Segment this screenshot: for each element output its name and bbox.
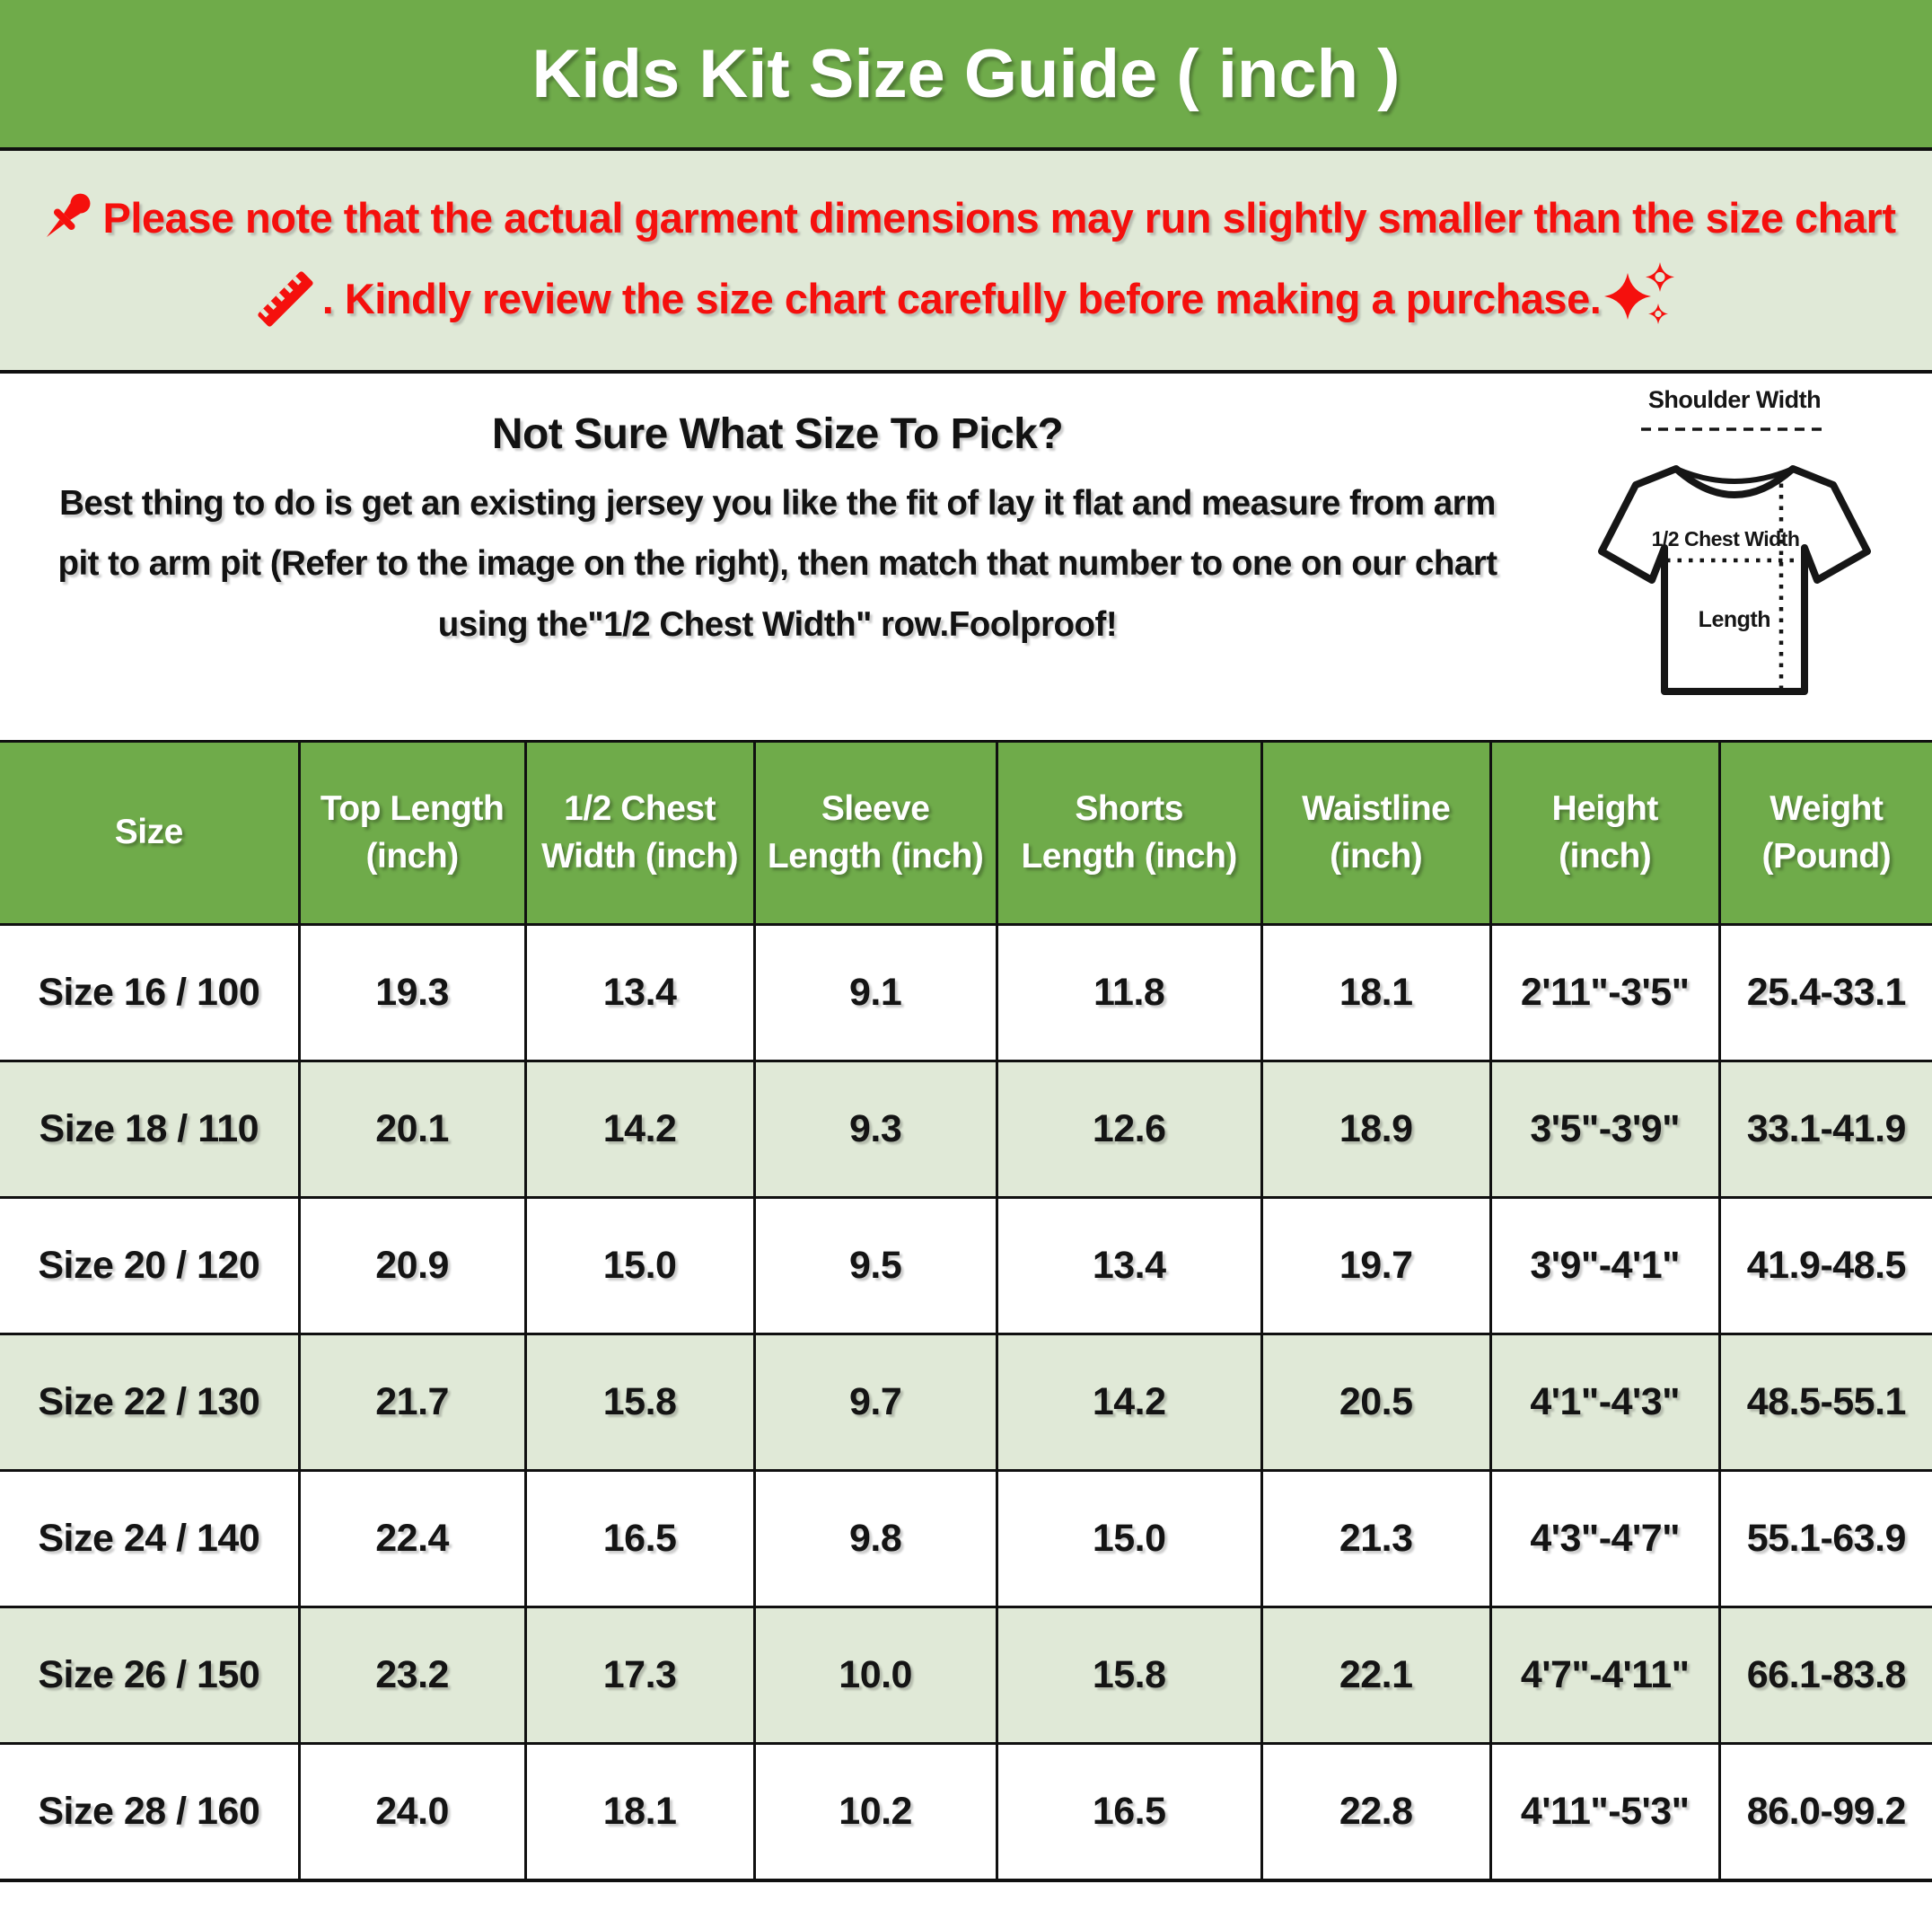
- table-row: Size 26 / 150 23.2 17.3 10.0 15.8 22.1 4'7"-4'…: [0, 1607, 1932, 1745]
- table-cell: 10.2: [752, 1743, 997, 1882]
- note-band: Please note that the actual garment dime…: [0, 151, 1932, 374]
- table-cell: 15.0: [995, 1470, 1262, 1608]
- table-cell: 4'7"-4'11": [1489, 1607, 1720, 1745]
- table-cell: 23.2: [297, 1607, 526, 1745]
- table-cell: 3'5"-3'9": [1489, 1061, 1720, 1199]
- info-section: Not Sure What Size To Pick? Best thing t…: [0, 374, 1932, 740]
- table-cell: Size 28 / 160: [0, 1743, 300, 1882]
- table-cell: 10.0: [752, 1607, 997, 1745]
- table-cell: Size 22 / 130: [0, 1334, 300, 1472]
- table-cell: Size 26 / 150: [0, 1607, 300, 1745]
- table-row: Size 18 / 110 20.1 14.2 9.3 12.6 18.9 3'5"-3'9…: [0, 1061, 1932, 1199]
- table-cell: 3'9"-4'1": [1489, 1197, 1720, 1335]
- table-row: Size 24 / 140 22.4 16.5 9.8 15.0 21.3 4'3"-4'7…: [0, 1470, 1932, 1608]
- table-header-row: Size Top Length (inch) 1/2 Chest Width (in…: [0, 740, 1932, 926]
- table-cell: Size 24 / 140: [0, 1470, 300, 1608]
- table-cell: 16.5: [995, 1743, 1262, 1882]
- table-row: Size 22 / 130 21.7 15.8 9.7 14.2 20.5 4'1"-4'3…: [0, 1334, 1932, 1472]
- table-cell: 55.1-63.9: [1717, 1470, 1932, 1608]
- info-body-line: using the"1/2 Chest Width" row.Foolproof…: [437, 604, 1118, 644]
- pushpin-icon: [46, 193, 90, 238]
- title-band: Kids Kit Size Guide ( inch ): [0, 0, 1932, 151]
- note-text-1: Please note that the actual garment dime…: [102, 193, 1896, 242]
- table-cell: 19.7: [1260, 1197, 1491, 1335]
- col-header-top-length: Top Length (inch): [297, 740, 526, 926]
- table-row: Size 20 / 120 20.9 15.0 9.5 13.4 19.7 3'9"-4'1…: [0, 1197, 1932, 1335]
- page-title: Kids Kit Size Guide ( inch ): [531, 35, 1401, 112]
- table-cell: 2'11"-3'5": [1489, 924, 1720, 1062]
- col-header-chest-width: 1/2 Chest Width (inch): [523, 740, 755, 926]
- table-cell: 9.8: [752, 1470, 997, 1608]
- table-cell: 15.0: [523, 1197, 755, 1335]
- ruler-icon: [258, 271, 313, 327]
- table-cell: 9.3: [752, 1061, 997, 1199]
- tshirt-outline: [1598, 465, 1871, 695]
- table-cell: 14.2: [523, 1061, 755, 1199]
- note-text-2: . Kindly review the size chart carefully…: [321, 274, 1602, 322]
- table-row: Size 28 / 160 24.0 18.1 10.2 16.5 22.8 4'11"-5…: [0, 1743, 1932, 1882]
- tshirt-diagram: Shoulder Width 1/2 Chest Width Length: [1555, 374, 1932, 740]
- table-cell: 18.1: [523, 1743, 755, 1882]
- table-cell: 19.3: [297, 924, 526, 1062]
- table-cell: 4'11"-5'3": [1489, 1743, 1720, 1882]
- col-header-waistline: Waistline (inch): [1260, 740, 1491, 926]
- table-cell: 18.1: [1260, 924, 1491, 1062]
- table-cell: Size 16 / 100: [0, 924, 300, 1062]
- note-line-1: Please note that the actual garment dime…: [37, 187, 1896, 250]
- tshirt-diagram-svg: Shoulder Width 1/2 Chest Width Length: [1598, 386, 1871, 695]
- info-body-line: pit to arm pit (Refer to the image on th…: [57, 544, 1497, 584]
- table-cell: 11.8: [995, 924, 1262, 1062]
- col-header-weight: Weight (Pound): [1717, 740, 1932, 926]
- table-cell: 22.4: [297, 1470, 526, 1608]
- table-cell: Size 20 / 120: [0, 1197, 300, 1335]
- table-cell: 15.8: [995, 1607, 1262, 1745]
- table-cell: 24.0: [297, 1743, 526, 1882]
- col-header-shorts-length: Shorts Length (inch): [995, 740, 1262, 926]
- info-heading: Not Sure What Size To Pick?: [491, 410, 1064, 458]
- table-cell: 20.1: [297, 1061, 526, 1199]
- table-cell: 9.5: [752, 1197, 997, 1335]
- note-line-2: . Kindly review the size chart carefully…: [250, 262, 1682, 334]
- table-cell: 16.5: [523, 1470, 755, 1608]
- info-body-line: Best thing to do is get an existing jers…: [59, 484, 1496, 523]
- table-cell: 20.9: [297, 1197, 526, 1335]
- table-cell: 20.5: [1260, 1334, 1491, 1472]
- table-cell: 4'1"-4'3": [1489, 1334, 1720, 1472]
- table-cell: 9.7: [752, 1334, 997, 1472]
- shoulder-width-label: Shoulder Width: [1648, 386, 1821, 413]
- table-cell: 15.8: [523, 1334, 755, 1472]
- table-cell: 13.4: [995, 1197, 1262, 1335]
- table-cell: 25.4-33.1: [1717, 924, 1932, 1062]
- sparkles-icon: [1604, 262, 1675, 324]
- table-cell: 33.1-41.9: [1717, 1061, 1932, 1199]
- col-header-sleeve-length: Sleeve Length (inch): [752, 740, 997, 926]
- table-cell: 21.3: [1260, 1470, 1491, 1608]
- table-cell: 18.9: [1260, 1061, 1491, 1199]
- col-header-size: Size: [0, 740, 300, 926]
- table-cell: 66.1-83.8: [1717, 1607, 1932, 1745]
- table-cell: 22.8: [1260, 1743, 1491, 1882]
- table-cell: 22.1: [1260, 1607, 1491, 1745]
- col-header-height: Height (inch): [1489, 740, 1720, 926]
- info-text: Not Sure What Size To Pick? Best thing t…: [0, 374, 1555, 740]
- table-cell: 9.1: [752, 924, 997, 1062]
- table-cell: 86.0-99.2: [1717, 1743, 1932, 1882]
- size-table: Size Top Length (inch) 1/2 Chest Width (in…: [0, 740, 1932, 1882]
- table-cell: Size 18 / 110: [0, 1061, 300, 1199]
- table-cell: 48.5-55.1: [1717, 1334, 1932, 1472]
- length-label: Length: [1699, 607, 1770, 632]
- table-cell: 14.2: [995, 1334, 1262, 1472]
- table-cell: 13.4: [523, 924, 755, 1062]
- table-cell: 41.9-48.5: [1717, 1197, 1932, 1335]
- table-cell: 4'3"-4'7": [1489, 1470, 1720, 1608]
- table-row: Size 16 / 100 19.3 13.4 9.1 11.8 18.1 2'11"-3'…: [0, 924, 1932, 1062]
- table-cell: 17.3: [523, 1607, 755, 1745]
- table-cell: 12.6: [995, 1061, 1262, 1199]
- half-chest-width-label: 1/2 Chest Width: [1652, 527, 1800, 550]
- table-cell: 21.7: [297, 1334, 526, 1472]
